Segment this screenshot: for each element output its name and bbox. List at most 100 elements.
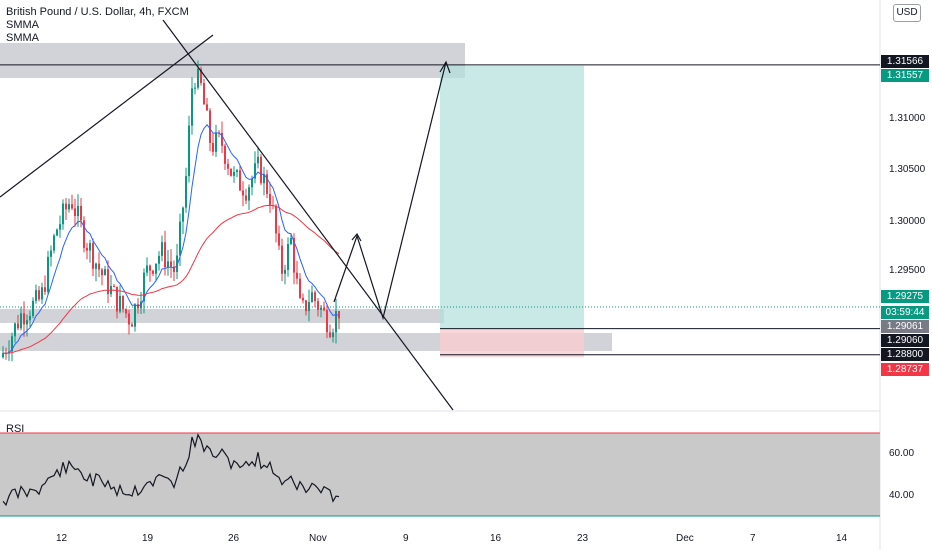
y-axis-tick: 1.29500 xyxy=(889,265,926,276)
candle-body xyxy=(92,243,94,269)
currency-button[interactable]: USD xyxy=(893,4,921,22)
candle-body xyxy=(275,205,277,234)
rsi-band xyxy=(0,433,880,516)
candle-body xyxy=(227,163,229,169)
candle-body xyxy=(53,235,55,251)
y-axis-tick: 1.30000 xyxy=(889,216,926,227)
price-tag: 1.31566 xyxy=(881,55,929,68)
candle-body xyxy=(134,304,136,327)
candle-body xyxy=(44,287,46,292)
x-axis-tick: 26 xyxy=(228,533,240,544)
candle-body xyxy=(260,156,262,184)
candle-body xyxy=(263,174,265,184)
candle-body xyxy=(32,300,34,316)
candle-body xyxy=(35,290,37,301)
x-axis-tick: 19 xyxy=(142,533,154,544)
candle-body xyxy=(167,261,169,268)
projection-arrowhead-2 xyxy=(439,60,451,74)
candle-body xyxy=(98,263,100,270)
trendline-upper xyxy=(0,34,214,198)
candle-body xyxy=(335,311,337,333)
x-axis-tick: 14 xyxy=(836,533,848,544)
candle-body xyxy=(188,125,190,177)
candle-body xyxy=(245,195,247,201)
candle-body xyxy=(293,238,295,273)
rsi-line xyxy=(2,433,340,507)
candle-body xyxy=(164,242,166,268)
candle-body xyxy=(329,332,331,337)
candle-body xyxy=(239,170,241,191)
candle-body xyxy=(314,292,316,302)
candle-body xyxy=(317,301,319,310)
candle-body xyxy=(323,307,325,311)
candle-body xyxy=(83,220,85,248)
candle-body xyxy=(23,313,25,325)
x-axis-tick: Dec xyxy=(676,533,694,544)
candle-body xyxy=(185,176,187,208)
price-tag: 1.28737 xyxy=(881,363,929,376)
price-tag: 1.29060 xyxy=(881,334,929,347)
candle-body xyxy=(152,270,154,274)
candle-body xyxy=(266,174,268,195)
candle-body xyxy=(119,295,121,312)
candle-body xyxy=(311,292,313,303)
candle-body xyxy=(308,302,310,312)
candle-body xyxy=(230,168,232,176)
candle-body xyxy=(11,336,13,352)
candle-body xyxy=(338,311,340,319)
candle-body xyxy=(149,265,151,271)
candle-body xyxy=(242,190,244,196)
candle-body xyxy=(305,300,307,312)
candle-body xyxy=(209,110,211,143)
candle-body xyxy=(191,88,193,126)
candle-body xyxy=(62,203,64,225)
candle-body xyxy=(302,297,304,301)
candle-body xyxy=(326,310,328,333)
candle-body xyxy=(50,250,52,257)
projection-path xyxy=(333,61,447,321)
x-axis-tick: 16 xyxy=(490,533,502,544)
price-tag: 1.28800 xyxy=(881,348,929,361)
candle-body xyxy=(65,203,67,210)
candle-body xyxy=(77,206,79,216)
candle-body xyxy=(284,269,286,274)
candle-body xyxy=(161,242,163,256)
support-zone-upper xyxy=(0,309,444,323)
candle-body xyxy=(224,145,226,164)
candle-body xyxy=(14,323,16,337)
candle-body xyxy=(257,156,259,164)
candle-body xyxy=(71,204,73,209)
candle-body xyxy=(131,324,133,327)
x-axis-tick: Nov xyxy=(309,533,327,544)
price-tag: 1.31557 xyxy=(881,69,929,82)
candle-body xyxy=(254,163,256,179)
candle-body xyxy=(68,204,70,210)
candle-body xyxy=(89,243,91,251)
candle-body xyxy=(104,269,106,276)
legend-indicator-smma-2: SMMA xyxy=(6,32,39,44)
candle-body xyxy=(107,269,109,295)
rsi-label: RSI xyxy=(6,423,25,435)
candle-body xyxy=(29,315,31,321)
candle-body xyxy=(158,255,160,264)
candle-body xyxy=(113,286,115,288)
candle-body xyxy=(20,313,22,329)
candle-body xyxy=(194,87,196,89)
resistance-zone xyxy=(0,43,465,78)
candle-body xyxy=(236,170,238,172)
legend-symbol-title: British Pound / U.S. Dollar, 4h, FXCM xyxy=(6,6,189,18)
candle-body xyxy=(143,272,145,302)
candle-body xyxy=(176,255,178,273)
candle-body xyxy=(170,261,172,267)
candle-body xyxy=(26,320,28,325)
trendline-descending xyxy=(162,19,454,411)
candle-body xyxy=(173,266,175,273)
candle-body xyxy=(215,132,217,152)
candle-body xyxy=(290,238,292,245)
y-axis-tick: 1.30500 xyxy=(889,164,926,175)
candle-body xyxy=(41,287,43,300)
target-zone xyxy=(440,65,584,330)
candle-body xyxy=(101,269,103,276)
candle-body xyxy=(212,142,214,152)
